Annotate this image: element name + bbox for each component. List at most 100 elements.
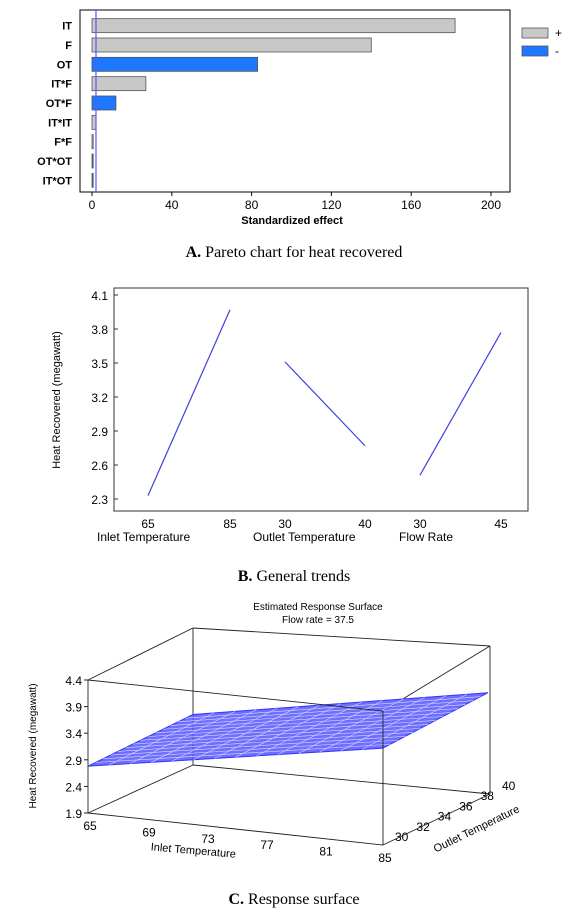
z-tick-label: 2.4	[65, 780, 82, 794]
caption-b-text: General trends	[252, 568, 351, 585]
category-label: IT*OT	[43, 175, 73, 187]
y-tick-label: 34	[438, 810, 452, 824]
x-tick-label: 85	[378, 851, 392, 865]
x-tick-label: 77	[260, 838, 274, 852]
x-tick-label: 80	[245, 198, 259, 212]
box-edge	[192, 627, 491, 647]
factor-label: Inlet Temperature	[97, 530, 190, 544]
caption-a-letter: A.	[185, 244, 202, 261]
y-tick-label: 40	[502, 779, 516, 793]
box-edge	[87, 627, 194, 681]
bar-otxot	[91, 153, 94, 169]
surface-chart: Estimated Response Surface Flow rate = 37…	[28, 602, 522, 865]
y-axis-label: Heat Recovered (megawatt)	[51, 331, 63, 469]
bar-fxf	[91, 134, 94, 150]
pareto-chart-panel: IT F OT IT*F OT*F IT*IT F*F OT*OT IT*OT 0 40 80 120 1…	[0, 0, 588, 228]
x-tick-label: 81	[319, 845, 333, 859]
category-label: IT*IT	[48, 117, 72, 129]
surface-subtitle: Flow rate = 37.5	[282, 615, 354, 626]
x-tick-label: 85	[223, 517, 237, 531]
surface-mesh-line	[177, 700, 474, 723]
z-tick-label: 1.9	[65, 807, 82, 821]
caption-c-text: Response surface	[244, 891, 360, 908]
x-tick-label: 30	[413, 517, 427, 531]
z-tick-label: 3.9	[65, 701, 82, 715]
caption-a-text: Pareto chart for heat recovered	[201, 244, 403, 261]
bar-itxot	[91, 172, 94, 188]
bar-itxf	[91, 76, 147, 92]
caption-b-letter: B.	[237, 568, 253, 585]
trend-line-3	[419, 332, 502, 476]
y-tick-label: 38	[481, 789, 495, 803]
surface-chart-panel: Estimated Response Surface Flow rate = 37…	[0, 598, 588, 870]
z-tick-label: 2.9	[65, 754, 82, 768]
factor-label: Flow Rate	[399, 530, 453, 544]
bar-f	[91, 37, 372, 53]
x-axis-label: Inlet Temperature	[150, 841, 236, 860]
surface-mesh-line	[162, 708, 459, 730]
x-tick-label: 30	[278, 517, 292, 531]
x-tick-label: 160	[401, 198, 421, 212]
pareto-chart: IT F OT IT*F OT*F IT*IT F*F OT*OT IT*OT 0 40 80 120 1…	[37, 9, 562, 227]
x-tick-label: 200	[481, 198, 501, 212]
category-label: IT*F	[51, 79, 72, 91]
z-tick-label: 4.4	[65, 674, 82, 688]
category-label: F	[65, 40, 72, 52]
surface-mesh-line	[170, 704, 466, 726]
factor-label: Outlet Temperature	[253, 530, 356, 544]
category-label: F*F	[54, 137, 72, 149]
y-tick-label: 2.6	[91, 459, 108, 473]
category-label: OT*OT	[37, 156, 72, 168]
surface-mesh-line	[185, 696, 481, 719]
category-label: OT*F	[46, 98, 73, 110]
box-edge	[192, 764, 491, 795]
plot-frame	[79, 9, 511, 193]
legend-swatch	[521, 27, 549, 39]
box-edge	[87, 812, 384, 846]
y-tick-label: 3.2	[91, 391, 108, 405]
y-tick-label: 36	[459, 799, 473, 813]
y-tick-label: 3.5	[91, 357, 108, 371]
x-tick-label: 65	[83, 819, 97, 833]
x-tick-label: 69	[142, 825, 156, 839]
surface-mesh-line	[256, 701, 362, 757]
y-tick-label: 2.9	[91, 425, 108, 439]
box-edge	[382, 793, 491, 846]
x-tick-label: 40	[165, 198, 179, 212]
category-label: IT	[62, 21, 72, 33]
y-tick-label: 3.8	[91, 323, 108, 337]
caption-a: A. Pareto chart for heat recovered	[0, 244, 588, 262]
surface-mesh-line	[340, 695, 446, 752]
trend-line-2	[284, 361, 366, 447]
surface-title: Estimated Response Surface	[253, 602, 383, 613]
z-tick-label: 3.4	[65, 727, 82, 741]
x-tick-label: 73	[201, 832, 215, 846]
bar-ot	[91, 56, 258, 72]
caption-c: C. Response surface	[0, 891, 588, 909]
bar-otxf	[91, 95, 117, 111]
trends-chart: 4.1 3.8 3.5 3.2 2.9 2.6 2.3 Heat Recovered (meg…	[51, 287, 529, 544]
caption-c-letter: C.	[228, 891, 245, 908]
surface-mesh-line	[147, 716, 444, 737]
box-edge	[87, 764, 194, 814]
trend-line-1	[147, 309, 231, 496]
y-tick-label: 30	[395, 830, 409, 844]
surface-mesh-line	[319, 697, 425, 753]
box-edge	[87, 679, 384, 712]
x-tick-label: 45	[494, 517, 508, 531]
z-axis-label: Heat Recovered (megawatt)	[28, 683, 39, 808]
y-tick-label: 4.1	[91, 289, 108, 303]
legend-swatch	[521, 45, 549, 57]
trends-chart-panel: 4.1 3.8 3.5 3.2 2.9 2.6 2.3 Heat Recovered (meg…	[0, 278, 588, 548]
x-tick-label: 65	[141, 517, 155, 531]
response-surface	[87, 692, 489, 767]
surface-mesh-line	[361, 694, 468, 750]
legend-label: -	[555, 44, 559, 58]
x-tick-label: 0	[89, 198, 96, 212]
category-label: OT	[57, 59, 73, 71]
surface-mesh-line	[155, 712, 451, 734]
x-axis-label: Standardized effect	[241, 215, 343, 227]
x-tick-label: 120	[321, 198, 341, 212]
surface-mesh-line	[140, 720, 436, 741]
y-tick-label: 32	[416, 820, 430, 834]
